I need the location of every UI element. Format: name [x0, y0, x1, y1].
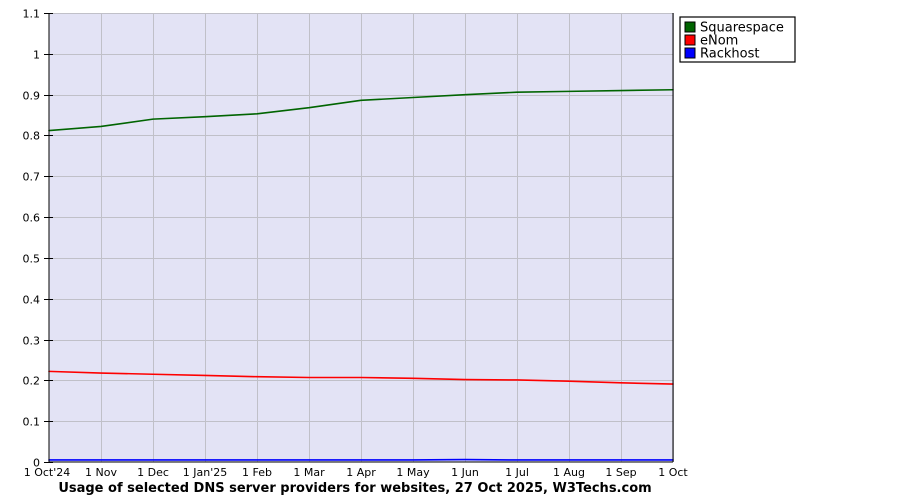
x-axis-tick-label: 1 Feb — [242, 466, 272, 479]
legend-swatch-rackhost — [684, 47, 696, 59]
y-axis-tick-label: 0.6 — [23, 212, 41, 225]
data-series-group — [48, 88, 674, 461]
x-axis-tick-label: 1 Aug — [553, 466, 585, 479]
x-axis-tick-label: 1 Mar — [293, 466, 325, 479]
x-axis-tick-label: 1 Oct'24 — [24, 466, 71, 479]
y-axis-tick-label: 0.9 — [23, 90, 41, 103]
y-axis-tick-label: 1 — [33, 49, 40, 62]
x-axis-tick-label: 1 Apr — [346, 466, 376, 479]
chart-caption: Usage of selected DNS server providers f… — [58, 481, 651, 496]
series-line-enom — [48, 370, 674, 385]
legend-background — [679, 16, 796, 63]
y-axis-tick-label: 0.4 — [23, 294, 41, 307]
legend-label-squarespace: Squarespace — [700, 21, 784, 36]
x-axis-tick-labels: 1 Oct'24 1 Nov 1 Dec 1 Jan'25 1 Feb 1 Mar 1 Ap… — [24, 466, 689, 479]
y-axis-tick-label: 0.2 — [23, 375, 41, 388]
y-axis-tick-label: 0 — [33, 457, 40, 470]
y-axis-tick-label: 1.1 — [23, 8, 41, 21]
x-axis-tick-label: 1 Jun — [451, 466, 479, 479]
y-axis-tick-label: 0.7 — [23, 171, 41, 184]
x-axis-tick-label: 1 Sep — [605, 466, 636, 479]
legend-label-enom: eNom — [700, 34, 738, 49]
x-axis-tick-label: 1 Jul — [505, 466, 529, 479]
y-axis-tick-label: 0.5 — [23, 253, 41, 266]
x-axis-tick-label: 1 Nov — [85, 466, 117, 479]
y-axis-tick-label: 0.1 — [23, 416, 41, 429]
x-axis-tick-label: 1 Dec — [137, 466, 169, 479]
y-axis-tick-labels: 0 0.1 0.2 0.3 0.4 0.5 0.6 0.7 0.8 0.9 1 1.1 — [23, 8, 41, 470]
series-line-squarespace — [48, 88, 674, 132]
legend-swatch-squarespace — [684, 21, 696, 33]
y-axis-tick-label: 0.3 — [23, 335, 41, 348]
x-axis-tick-label: 1 May — [396, 466, 430, 479]
legend-label-rackhost: Rackhost — [700, 47, 759, 62]
x-axis-tick-label: 1 Oct — [658, 466, 688, 479]
y-axis-tick-label: 0.8 — [23, 130, 41, 143]
x-axis-tick-label: 1 Jan'25 — [183, 466, 227, 479]
legend-swatch-enom — [684, 34, 696, 46]
